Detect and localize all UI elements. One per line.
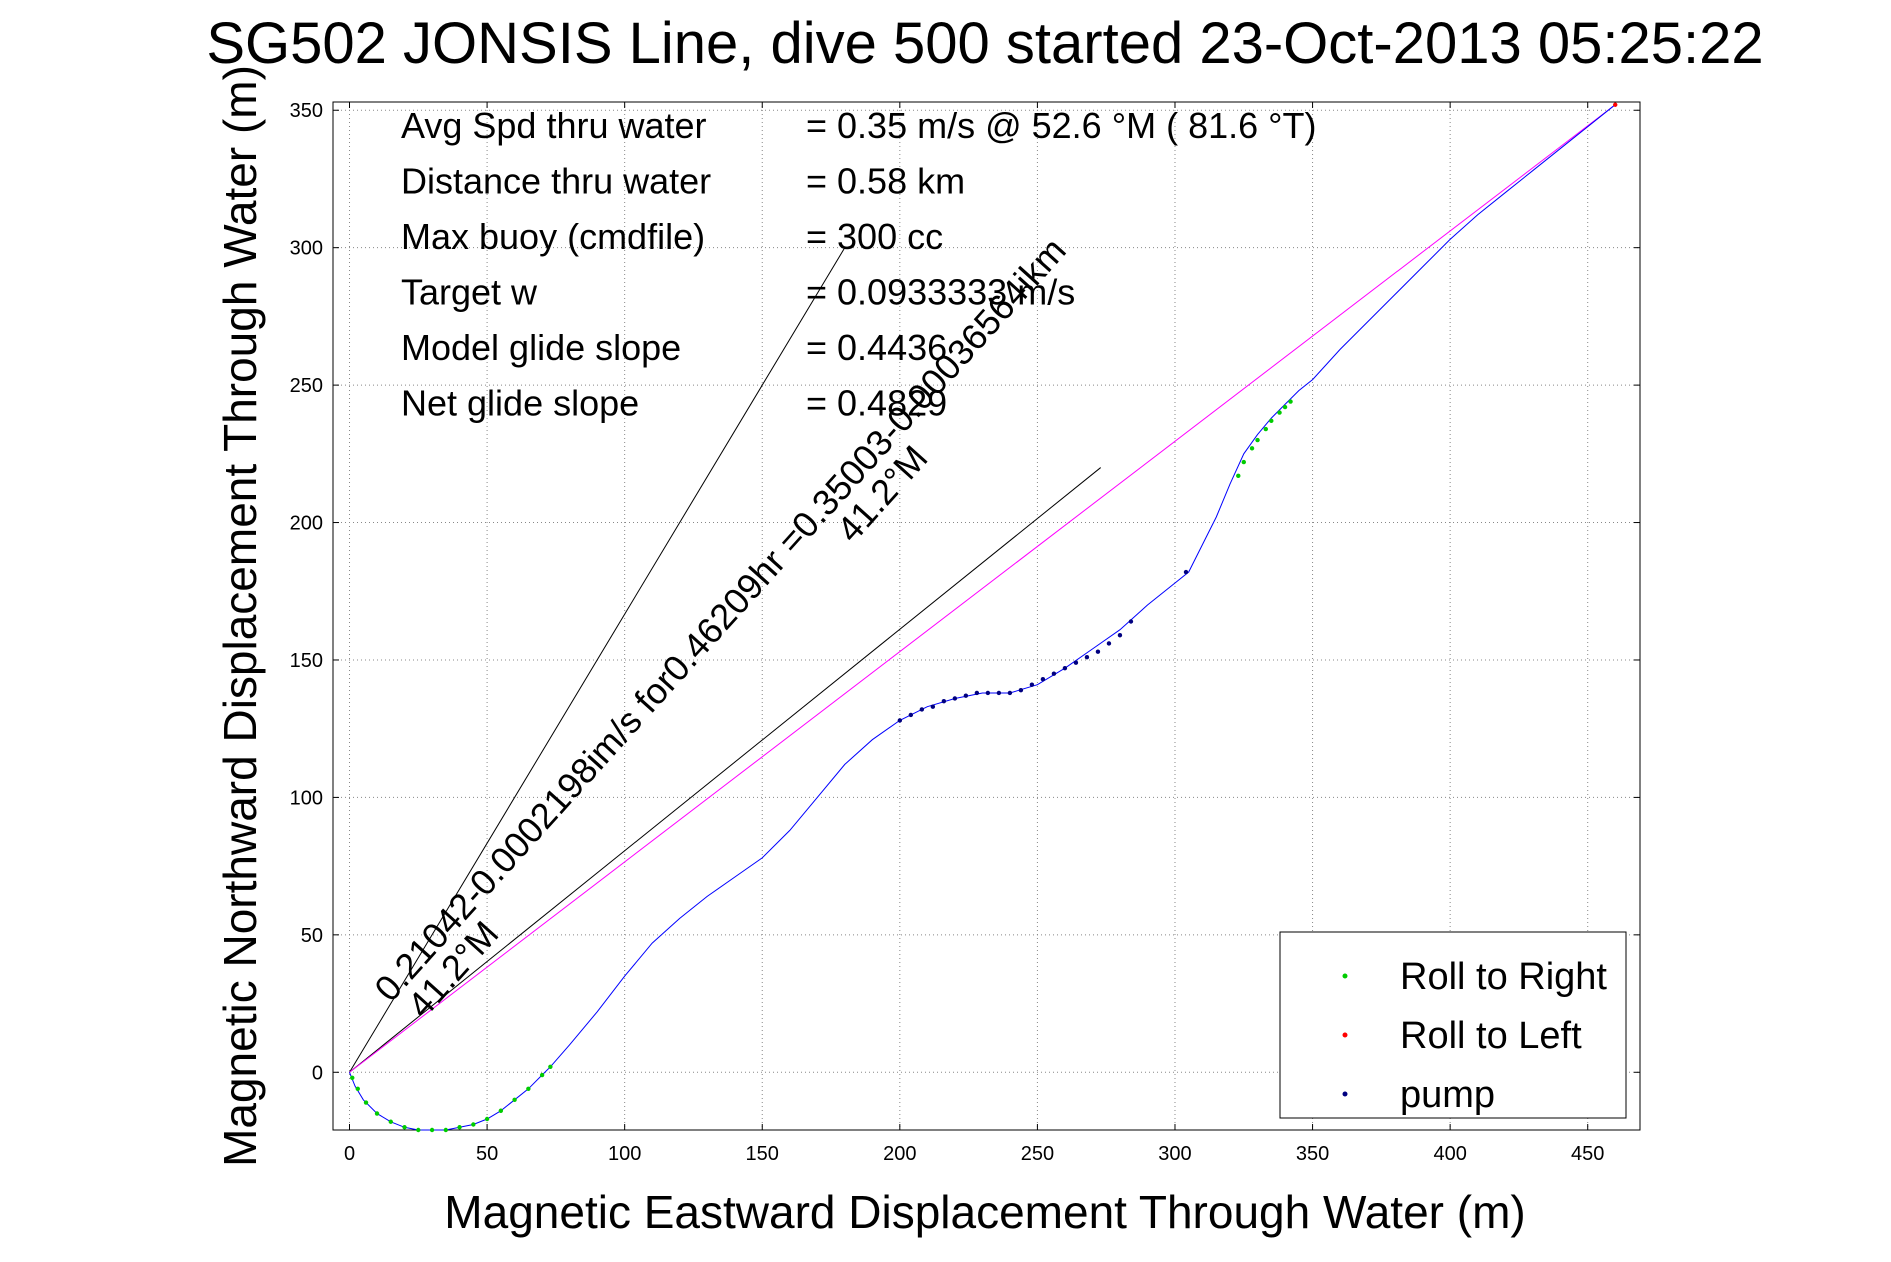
roll-to-right-point — [1288, 399, 1293, 404]
roll-to-right-point — [416, 1127, 421, 1133]
roll-to-right-point — [388, 1119, 393, 1124]
stat-label: Net glide slope — [401, 383, 639, 424]
reference-lines — [349, 104, 1616, 1073]
roll-to-right-point — [539, 1072, 545, 1078]
pump-point — [897, 718, 903, 723]
roll-to-right-point — [1269, 418, 1274, 424]
legend-marker — [1342, 1091, 1348, 1097]
x-tick-label: 0 — [344, 1143, 355, 1165]
pump-point — [941, 699, 947, 704]
legend-entry: Roll to Left — [1400, 1015, 1582, 1057]
heading-line-steep — [349, 247, 846, 1073]
legend-box — [1279, 931, 1627, 1119]
legend-entry: pump — [1400, 1074, 1495, 1116]
pump-point — [1007, 690, 1013, 696]
pump-point — [1073, 660, 1079, 665]
y-tick-label: 300 — [290, 238, 323, 260]
roll-to-right-point — [471, 1122, 476, 1127]
dive-stats: Avg Spd thru water = 0.35 m/s @ 52.6 °M (… — [401, 105, 1317, 424]
y-tick-label: 200 — [290, 513, 323, 535]
x-tick-label: 250 — [1021, 1143, 1054, 1165]
stat-value: = 0.4829 — [806, 383, 947, 424]
pump-point — [1018, 688, 1024, 693]
roll-to-right-point — [1282, 404, 1288, 410]
pump-point — [1040, 677, 1046, 682]
roll-to-right-point — [1241, 459, 1246, 465]
y-tick-label: 0 — [312, 1062, 323, 1084]
stat-value: = 300 cc — [806, 216, 943, 257]
x-tick-label: 350 — [1296, 1143, 1329, 1165]
x-tick-label: 450 — [1571, 1143, 1604, 1165]
legend-entry: Roll to Right — [1400, 956, 1607, 998]
pump-point — [1095, 649, 1101, 654]
x-tick-label: 100 — [608, 1143, 641, 1165]
x-tick-label: 200 — [883, 1143, 916, 1165]
pump-point — [952, 696, 958, 701]
y-tick-label: 50 — [301, 925, 323, 947]
roll-to-right-point — [429, 1127, 435, 1133]
roll-to-right-point — [363, 1100, 369, 1105]
stat-value: = 0.58 km — [806, 161, 965, 202]
pump-point — [1106, 641, 1112, 646]
x-tick-label: 50 — [476, 1143, 498, 1165]
roll-to-right-point — [1249, 446, 1255, 451]
roll-to-left-point — [1613, 102, 1618, 107]
x-axis-label: Magnetic Eastward Displacement Through W… — [444, 1186, 1525, 1238]
pump-point — [1029, 682, 1035, 687]
pump-point — [974, 690, 980, 696]
roll-to-right-point — [443, 1127, 449, 1133]
x-tick-label: 400 — [1433, 1143, 1466, 1165]
stat-label: Max buoy (cmdfile) — [401, 216, 705, 257]
roll-to-right-point — [1255, 437, 1260, 443]
pump-point — [1183, 569, 1189, 575]
pump-point — [1051, 671, 1057, 676]
pump-point — [985, 690, 991, 696]
pump-point — [996, 690, 1002, 696]
roll-to-right-point — [526, 1086, 531, 1091]
y-tick-label: 350 — [290, 100, 323, 122]
roll-to-right-point — [457, 1125, 462, 1130]
stat-label: Distance thru water — [401, 161, 711, 202]
pump-point — [1128, 619, 1134, 624]
x-tick-label: 150 — [746, 1143, 779, 1165]
pump-point — [919, 707, 925, 712]
heading-line-shallow — [349, 467, 1102, 1073]
roll-to-right-point — [498, 1108, 504, 1113]
stat-value: = 0.4436 — [806, 327, 947, 368]
net-displacement-line — [349, 104, 1616, 1073]
data-points — [350, 102, 1618, 1133]
y-axis-label: Magnetic Northward Displacement Through … — [214, 65, 266, 1167]
roll-to-right-point — [355, 1086, 360, 1091]
stat-label: Model glide slope — [401, 327, 681, 368]
pump-point — [963, 693, 969, 698]
roll-to-right-point — [1277, 410, 1282, 415]
roll-to-right-point — [1263, 426, 1268, 432]
roll-to-right-point — [512, 1097, 517, 1102]
pump-point — [908, 712, 914, 718]
legend-marker — [1342, 1032, 1348, 1038]
pump-point — [1062, 666, 1068, 671]
roll-to-right-point — [402, 1125, 407, 1130]
pump-point — [930, 704, 936, 709]
pump-point — [1117, 633, 1123, 638]
x-tick-label: 300 — [1158, 1143, 1191, 1165]
y-tick-label: 250 — [290, 375, 323, 397]
tick-labels: 0 50 100 150 200 250 300 350 400 450 0 50 100 150 200 2… — [290, 100, 1605, 1165]
chart-title: SG502 JONSIS Line, dive 500 started 23-O… — [206, 11, 1763, 76]
y-tick-label: 100 — [290, 787, 323, 809]
stat-label: Avg Spd thru water — [401, 105, 707, 146]
legend: Roll to Right Roll to Left pump — [1279, 931, 1627, 1119]
roll-to-right-point — [1236, 473, 1241, 479]
pump-point — [1084, 655, 1090, 660]
roll-to-right-point — [548, 1064, 553, 1069]
roll-to-right-point — [350, 1075, 355, 1080]
roll-to-right-point — [484, 1116, 490, 1122]
stat-value: = 0.0933333 m/s — [806, 272, 1075, 313]
roll-to-right-point — [374, 1111, 380, 1116]
legend-marker — [1342, 973, 1348, 979]
stat-value: = 0.35 m/s @ 52.6 °M ( 81.6 °T) — [806, 105, 1317, 146]
stat-label: Target w — [401, 272, 538, 313]
y-tick-label: 150 — [290, 650, 323, 672]
